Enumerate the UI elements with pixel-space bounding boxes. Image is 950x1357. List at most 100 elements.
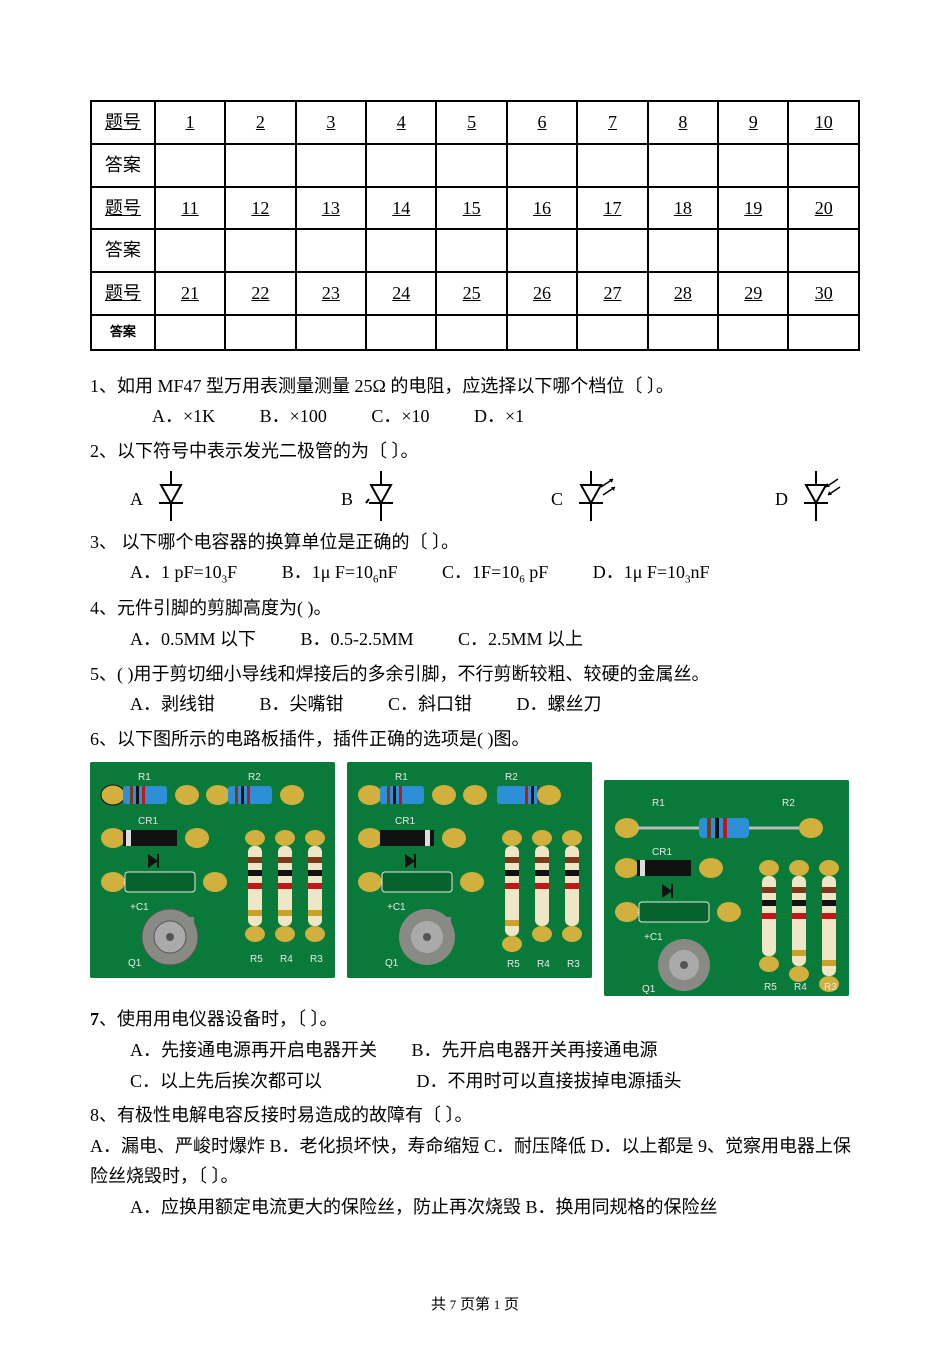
answer-cell[interactable] [577,315,647,350]
svg-text:R3: R3 [310,954,323,965]
q5-optA: A．剥线钳 [130,694,215,714]
question-8: 8、有极性电解电容反接时易造成的故障有〔 〕。 A．漏电、严峻时爆炸 B．老化损… [90,1100,860,1222]
row2-answer-label: 答案 [91,229,155,272]
q2-label-a: A [130,484,143,515]
answer-cell[interactable] [366,229,436,272]
svg-text:Q1: Q1 [385,958,399,969]
answer-cell[interactable] [577,144,647,187]
q-num: 10 [788,101,859,144]
q3-optD-post: nF [691,562,710,582]
row1-label: 题号 [91,101,155,144]
answer-cell[interactable] [648,315,718,350]
q-num: 27 [577,272,647,315]
answer-cell[interactable] [225,229,295,272]
q-num: 23 [296,272,366,315]
row3-answer-label: 答案 [91,315,155,350]
answer-cell[interactable] [718,144,788,187]
q-num: 4 [366,101,436,144]
answer-cell[interactable] [366,144,436,187]
answer-cell[interactable] [155,144,225,187]
q1-text: 1、如用 MF47 型万用表测量测量 25Ω 的电阻，应选择以下哪个档位〔 〕。 [90,376,674,396]
answer-cell[interactable] [296,229,366,272]
q-num: 15 [436,187,506,230]
q-num: 1 [155,101,225,144]
svg-text:R1: R1 [138,772,151,783]
q-num: 21 [155,272,225,315]
svg-text:+C1: +C1 [644,932,663,943]
answer-cell[interactable] [718,229,788,272]
answer-cell[interactable] [507,229,577,272]
answer-cell[interactable] [366,315,436,350]
q-num: 17 [577,187,647,230]
svg-text:R4: R4 [794,982,807,993]
answer-cell[interactable] [718,315,788,350]
answer-cell[interactable] [225,315,295,350]
q-num: 3 [296,101,366,144]
q4-optA: A．0.5MM 以下 [130,629,256,649]
q-num: 26 [507,272,577,315]
svg-text:R2: R2 [782,798,795,809]
answer-cell[interactable] [648,229,718,272]
answer-cell[interactable] [436,144,506,187]
answer-cell[interactable] [788,144,859,187]
q1-optB: B．×100 [260,406,327,426]
svg-text:Q1: Q1 [642,984,656,995]
answer-cell[interactable] [788,229,859,272]
answer-cell[interactable] [296,315,366,350]
answer-cell[interactable] [507,144,577,187]
svg-text:R2: R2 [505,772,518,783]
q8-text: 8、有极性电解电容反接时易造成的故障有〔 〕。 [90,1105,473,1125]
answer-cell[interactable] [507,315,577,350]
q3-optA-pre: A．1 pF=10 [130,562,222,582]
row2-label: 题号 [91,187,155,230]
answer-cell[interactable] [225,144,295,187]
q3-optD-pre: D．1μ F=10 [593,562,685,582]
svg-text:R3: R3 [824,982,837,993]
answer-cell[interactable] [648,144,718,187]
q4-optC: C．2.5MM 以上 [458,629,583,649]
question-3: 3、 以下哪个电容器的换算单位是正确的〔 〕。 A．1 pF=103F B．1μ… [90,527,860,590]
q2-label-d: D [775,484,788,515]
svg-text:CR1: CR1 [395,816,415,827]
svg-text:+C1: +C1 [387,902,406,913]
q7-optB: B．先开启电器开关再接通电源 [412,1040,658,1060]
q-num: 18 [648,187,718,230]
pcb-image-a: R1 R2 CR1 + [90,762,335,978]
answer-cell[interactable] [155,315,225,350]
q-num: 13 [296,187,366,230]
q1-optD: D．×1 [474,406,524,426]
answer-cell[interactable] [436,315,506,350]
footer-mid: 页第 [456,1297,494,1313]
q1-optA: A．×1K [152,406,215,426]
q7-text: 、使用用电仪器设备时，〔 〕。 [99,1009,338,1029]
answer-cell[interactable] [788,315,859,350]
answer-cell[interactable] [577,229,647,272]
q5-optB: B．尖嘴钳 [260,694,344,714]
q3-optA-post: F [227,562,237,582]
svg-text:CR1: CR1 [138,816,158,827]
q3-optC-pre: C．1F=10 [442,562,519,582]
q-num: 12 [225,187,295,230]
answer-cell[interactable] [155,229,225,272]
pcb-image-c: R1 R2 CR1 + +C1 Q1 [604,780,849,996]
diode-c-icon [571,471,625,521]
svg-text:R3: R3 [567,959,580,970]
svg-text:Q1: Q1 [128,958,142,969]
q-num: 20 [788,187,859,230]
q5-optC: C．斜口钳 [388,694,472,714]
answer-grid: 题号 1 2 3 4 5 6 7 8 9 10 答案 题号 11 12 13 1… [90,100,860,351]
q5-optD: D．螺丝刀 [517,694,602,714]
q7-num: 7 [90,1009,99,1029]
q-num: 14 [366,187,436,230]
q-num: 8 [648,101,718,144]
q7-optA: A．先接通电源再开启电器开关 [130,1040,377,1060]
q3-optB-post: nF [379,562,398,582]
q-num: 9 [718,101,788,144]
q2-label-b: B [341,484,353,515]
footer-pre: 共 [431,1297,450,1313]
answer-cell[interactable] [296,144,366,187]
answer-cell[interactable] [436,229,506,272]
diode-b-icon [361,471,401,521]
question-1: 1、如用 MF47 型万用表测量测量 25Ω 的电阻，应选择以下哪个档位〔 〕。… [90,371,860,432]
svg-text:R5: R5 [250,954,263,965]
